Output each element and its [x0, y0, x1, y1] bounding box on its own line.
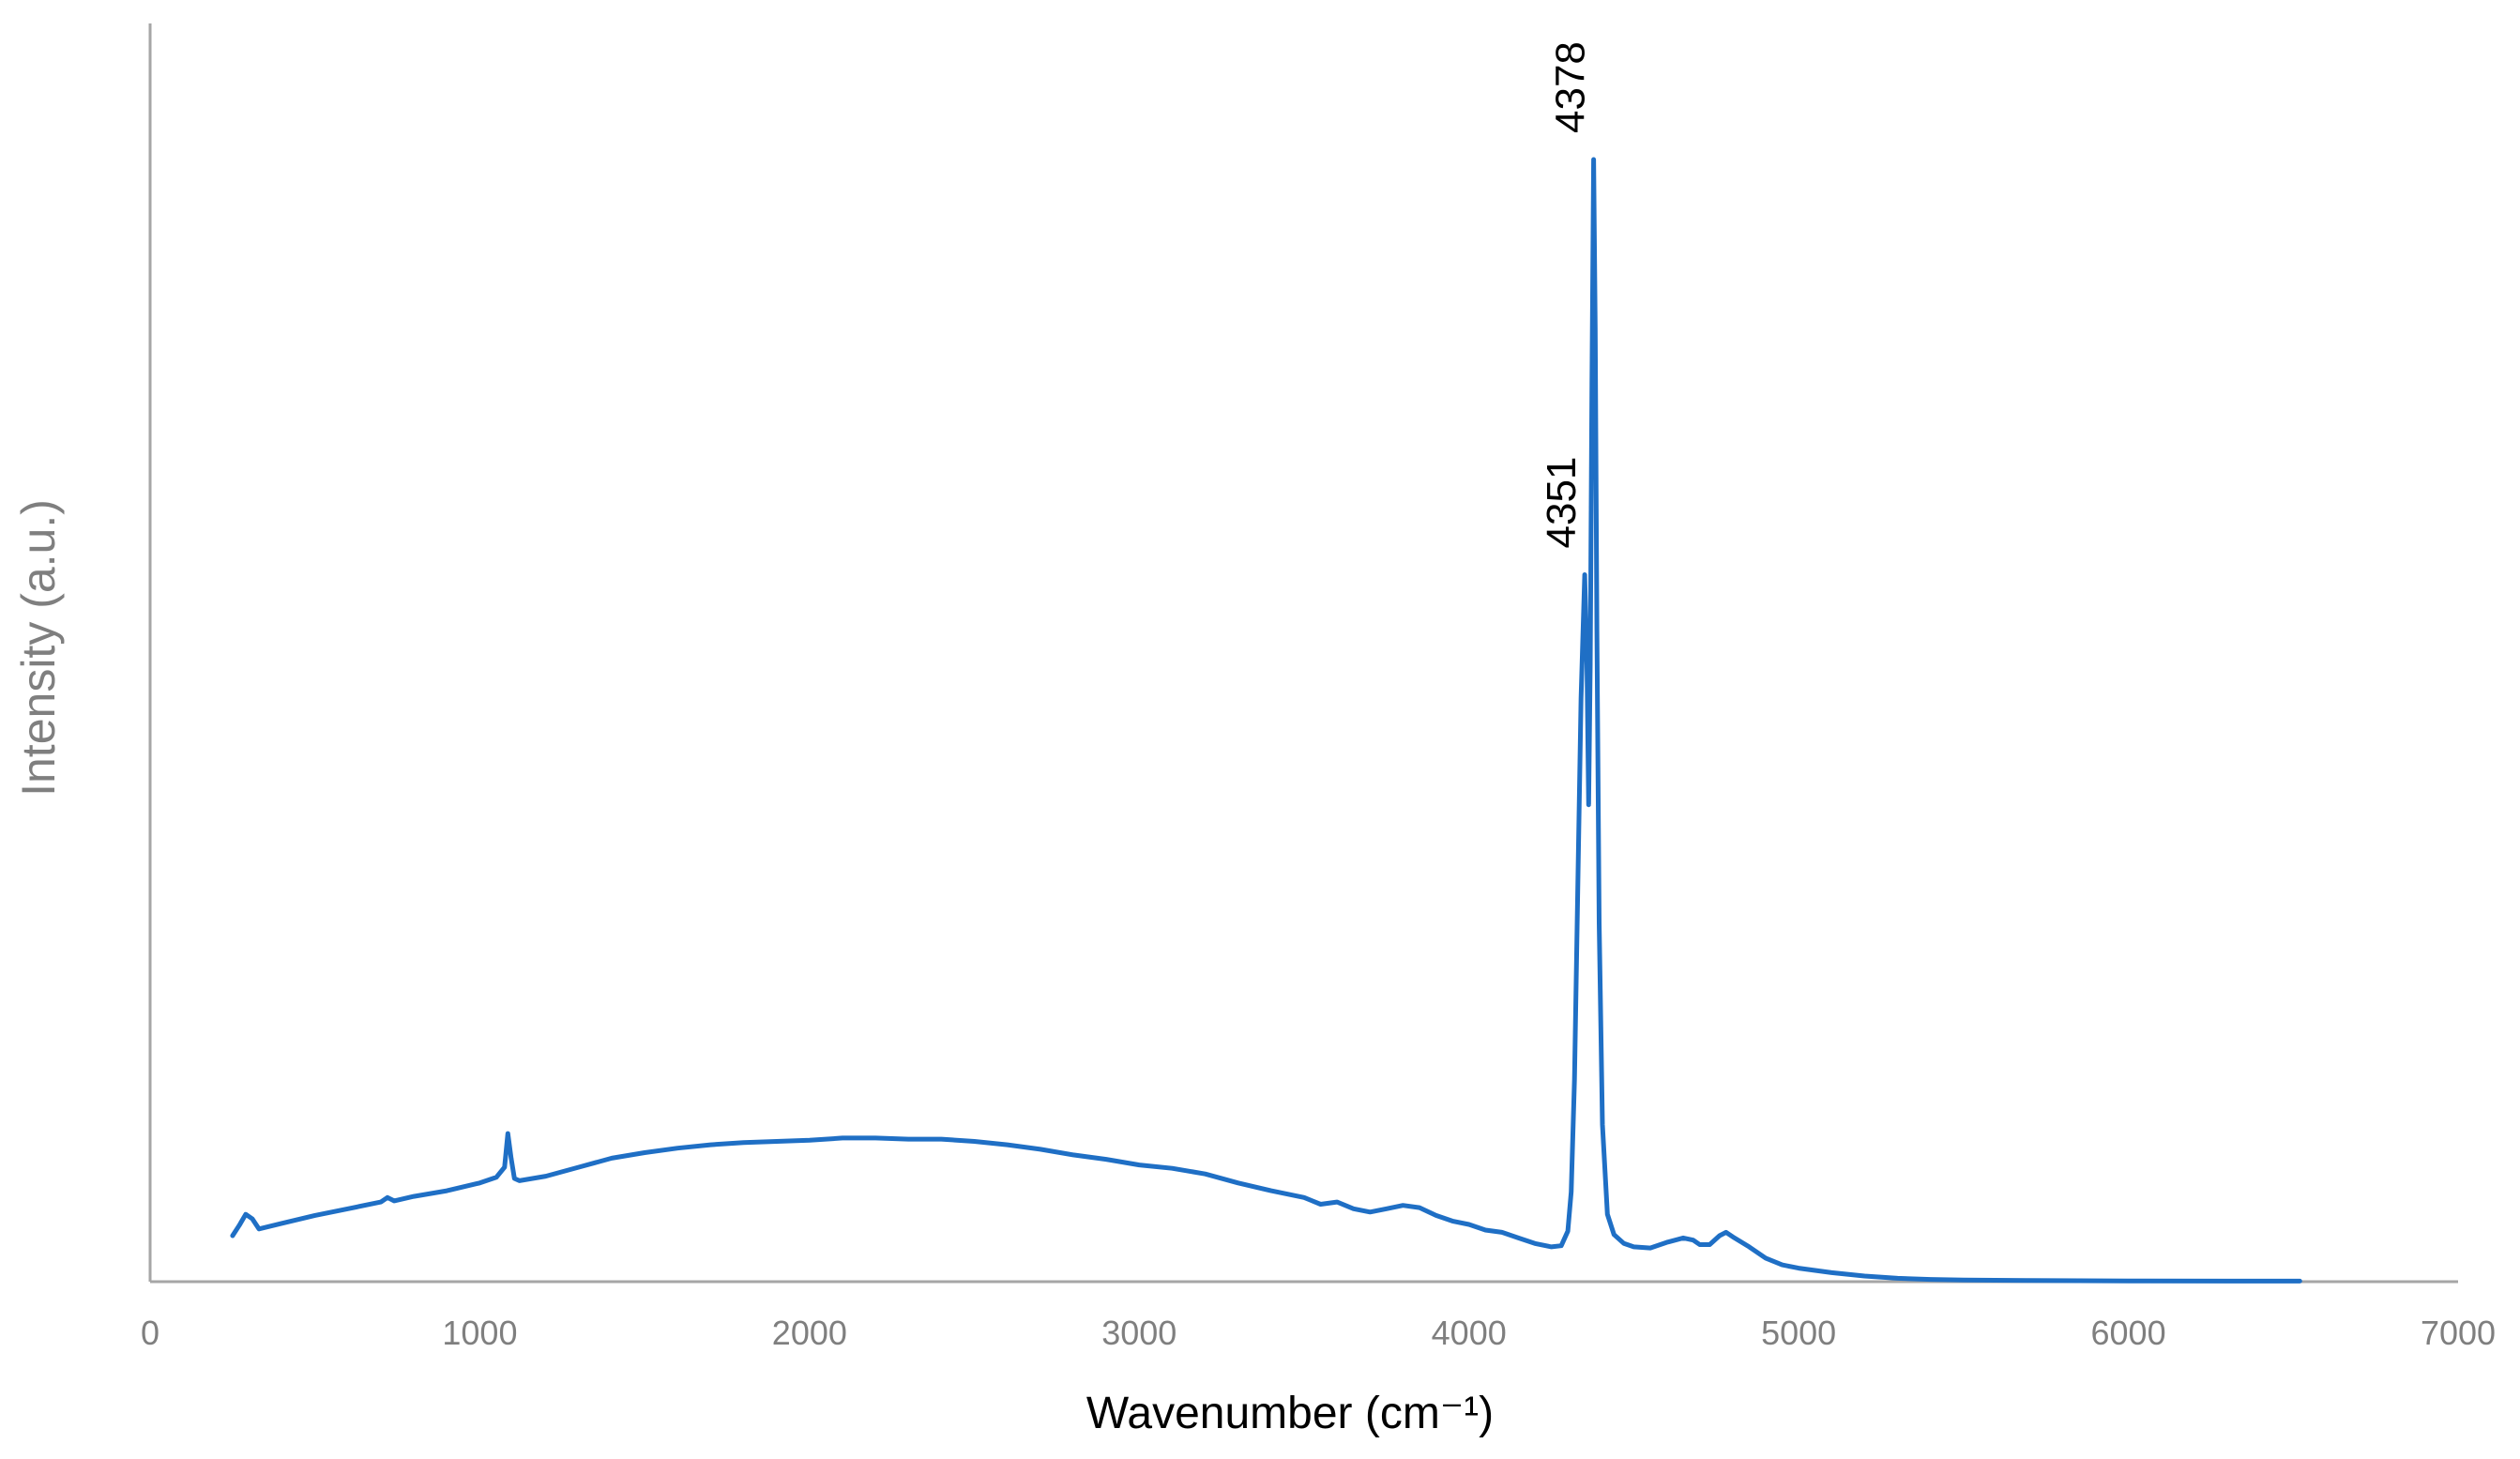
x-tick-labels: 0 1000 2000 3000 4000 5000 6000 7000 — [141, 1314, 2496, 1352]
spectrum-line — [230, 157, 2302, 1284]
x-tick-label: 1000 — [442, 1314, 517, 1352]
axes — [148, 23, 2458, 1284]
peak-annotations: 4378 4351 — [1539, 41, 1594, 548]
x-tick-label: 3000 — [1101, 1314, 1177, 1352]
x-tick-label: 2000 — [772, 1314, 847, 1352]
series-layer — [230, 157, 2302, 1284]
x-tick-label: 0 — [141, 1314, 159, 1352]
peak-label-4378: 4378 — [1548, 41, 1594, 133]
x-tick-label: 6000 — [2091, 1314, 2166, 1352]
x-tick-label: 7000 — [2421, 1314, 2496, 1352]
x-axis-title: Wavenumber (cm⁻¹) — [1086, 1389, 1494, 1438]
x-tick-label: 4000 — [1432, 1314, 1507, 1352]
x-tick-label: 5000 — [1761, 1314, 1836, 1352]
y-axis-title: Intensity (a.u.) — [12, 499, 65, 797]
peak-label-4351: 4351 — [1539, 457, 1585, 549]
